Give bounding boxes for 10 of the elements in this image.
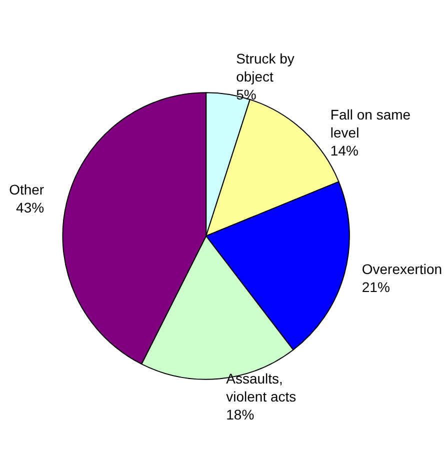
data-label: 43% bbox=[16, 200, 44, 216]
slice-label: Assaults, violent acts bbox=[226, 370, 296, 405]
data-label: 5% bbox=[236, 86, 256, 103]
slice-label: Other bbox=[9, 182, 44, 198]
data-label: 14% bbox=[330, 142, 358, 159]
data-label: 18% bbox=[226, 406, 254, 423]
slice-label: Fall on same level bbox=[330, 106, 414, 141]
data-label: 21% bbox=[362, 279, 390, 296]
slice-label: Overexertion bbox=[362, 261, 442, 278]
slice-label: Struck by object bbox=[236, 50, 298, 85]
